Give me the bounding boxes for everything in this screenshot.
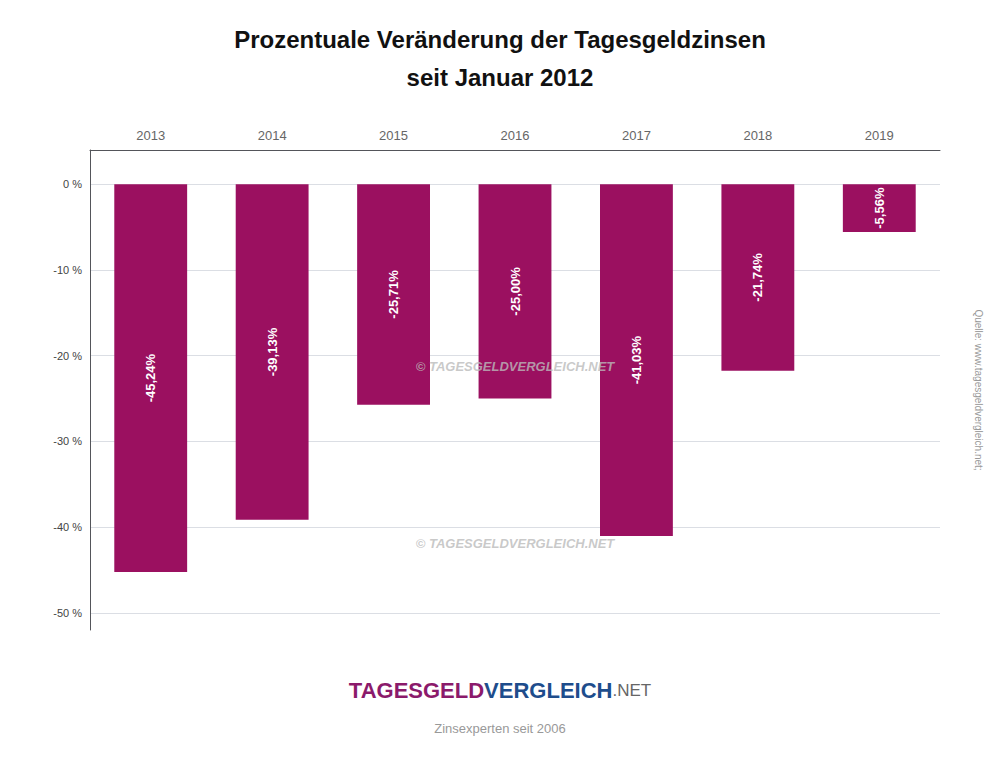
svg-text:-5,56%: -5,56% bbox=[872, 187, 887, 229]
svg-text:© TAGESGELDVERGLEICH.NET: © TAGESGELDVERGLEICH.NET bbox=[416, 536, 616, 551]
svg-text:-25,71%: -25,71% bbox=[386, 270, 401, 319]
svg-text:2016: 2016 bbox=[501, 128, 530, 143]
svg-text:-20 %: -20 % bbox=[53, 350, 82, 362]
svg-text:2019: 2019 bbox=[865, 128, 894, 143]
svg-text:VERGLEICH: VERGLEICH bbox=[484, 678, 612, 703]
svg-text:-10 %: -10 % bbox=[53, 264, 82, 276]
svg-text:2015: 2015 bbox=[379, 128, 408, 143]
svg-text:.NET: .NET bbox=[612, 681, 651, 700]
svg-text:seit Januar 2012: seit Januar 2012 bbox=[407, 64, 594, 91]
svg-text:2017: 2017 bbox=[622, 128, 651, 143]
svg-text:0 %: 0 % bbox=[63, 178, 82, 190]
svg-text:-40 %: -40 % bbox=[53, 521, 82, 533]
svg-text:-41,03%: -41,03% bbox=[629, 335, 644, 384]
svg-text:-45,24%: -45,24% bbox=[143, 354, 158, 403]
svg-text:2018: 2018 bbox=[743, 128, 772, 143]
svg-text:TAGESGELD: TAGESGELD bbox=[349, 678, 484, 703]
svg-text:-39,13%: -39,13% bbox=[265, 327, 280, 376]
svg-text:Zinsexperten seit 2006: Zinsexperten seit 2006 bbox=[434, 721, 566, 736]
svg-text:2014: 2014 bbox=[258, 128, 287, 143]
svg-text:2013: 2013 bbox=[136, 128, 165, 143]
svg-text:-30 %: -30 % bbox=[53, 435, 82, 447]
svg-text:Prozentuale Veränderung der Ta: Prozentuale Veränderung der Tagesgeldzin… bbox=[234, 26, 766, 53]
svg-text:-50 %: -50 % bbox=[53, 607, 82, 619]
svg-text:© TAGESGELDVERGLEICH.NET: © TAGESGELDVERGLEICH.NET bbox=[416, 359, 616, 374]
svg-text:-25,00%: -25,00% bbox=[508, 267, 523, 316]
svg-text:-21,74%: -21,74% bbox=[750, 253, 765, 302]
svg-text:Quelle: www.tagesgeldvergleich: Quelle: www.tagesgeldvergleich.net; bbox=[973, 309, 984, 470]
